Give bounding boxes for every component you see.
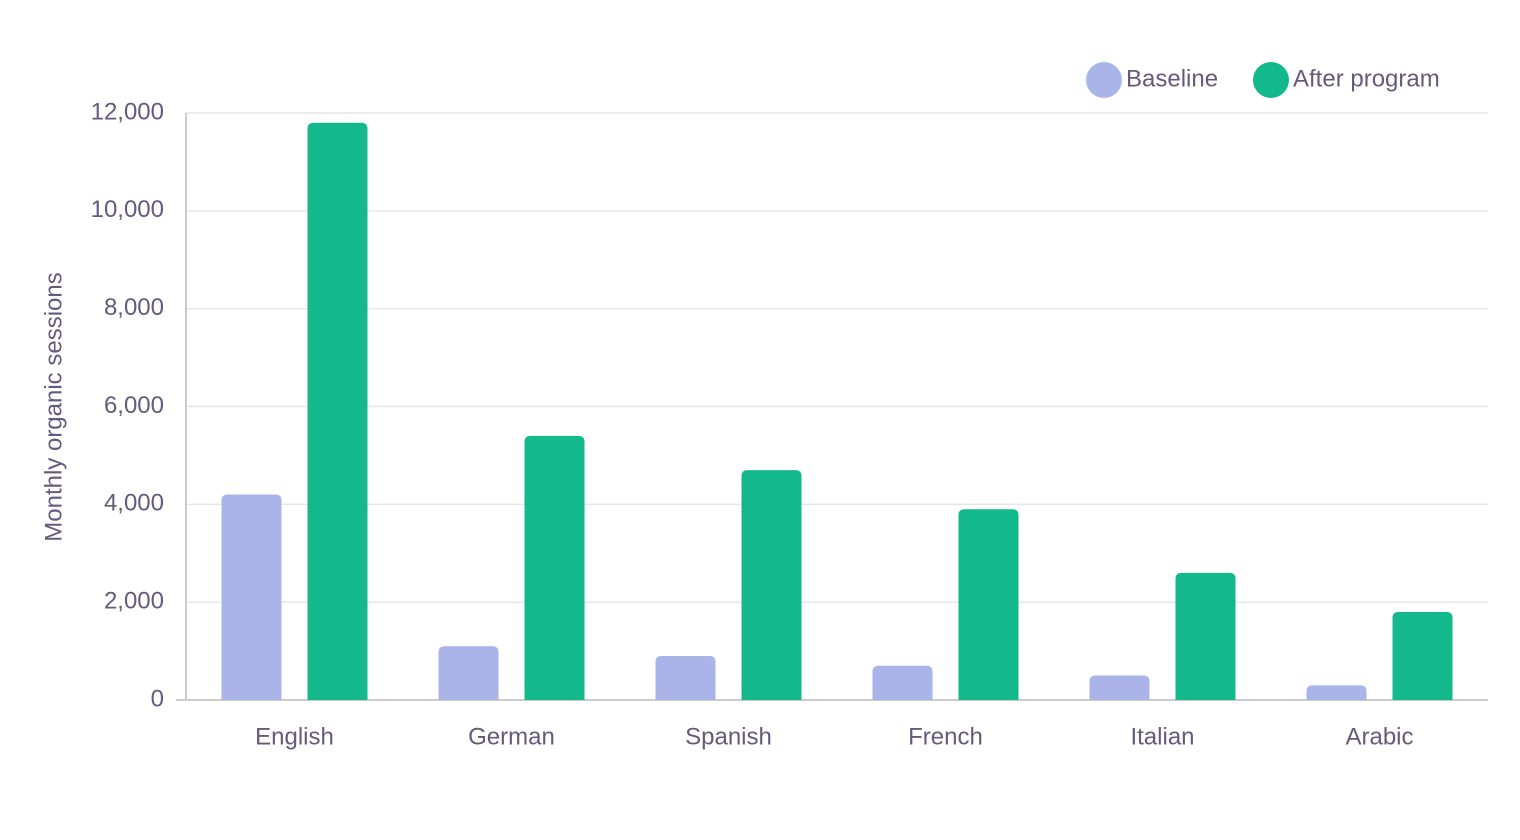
y-tick-label: 12,000: [91, 98, 164, 125]
bar: [524, 435, 585, 700]
y-axis-title: Monthly organic sessions: [40, 272, 67, 541]
bar: [1306, 685, 1367, 700]
x-tick-label: English: [255, 723, 334, 750]
y-tick-label: 10,000: [91, 196, 164, 223]
x-tick-label: Spanish: [685, 723, 772, 750]
y-tick-label: 4,000: [104, 490, 164, 517]
y-tick-label: 0: [151, 685, 164, 712]
bar: [655, 655, 716, 700]
x-tick-label: Arabic: [1345, 723, 1413, 750]
x-tick-label: Italian: [1130, 723, 1194, 750]
legend-swatch: [1253, 62, 1289, 98]
x-tick-label: German: [468, 723, 555, 750]
legend-swatch: [1086, 62, 1122, 98]
y-tick-label: 8,000: [104, 294, 164, 321]
bar: [872, 665, 933, 700]
bar: [1089, 675, 1150, 700]
bar: [1392, 611, 1453, 700]
bar: [438, 646, 499, 700]
bar: [1175, 572, 1236, 700]
y-tick-label: 6,000: [104, 392, 164, 419]
legend-label: Baseline: [1126, 65, 1218, 92]
legend-label: After program: [1293, 65, 1440, 92]
x-tick-label: French: [908, 723, 983, 750]
bar: [741, 470, 802, 700]
bar: [221, 494, 282, 700]
bar: [307, 122, 368, 701]
bar: [958, 509, 1019, 700]
y-tick-label: 2,000: [104, 588, 164, 615]
